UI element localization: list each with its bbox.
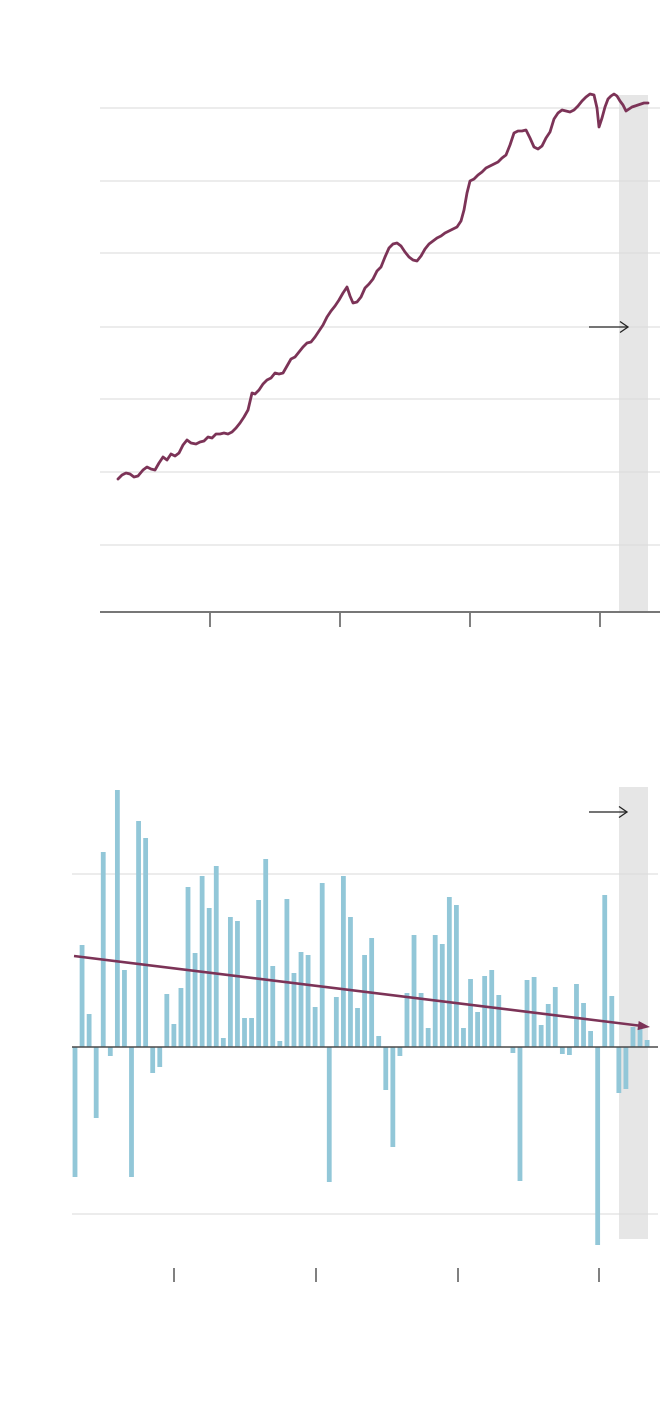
bar xyxy=(256,900,262,1047)
bar xyxy=(524,980,530,1047)
bar xyxy=(263,859,269,1047)
bar xyxy=(538,1025,544,1047)
bar xyxy=(425,1028,431,1047)
line-chart xyxy=(100,92,660,627)
bar xyxy=(150,1047,156,1073)
bar xyxy=(355,1008,360,1047)
bar xyxy=(305,955,311,1047)
bar xyxy=(79,945,85,1047)
bar xyxy=(242,1018,247,1047)
bar xyxy=(545,1004,551,1047)
bar xyxy=(559,1047,565,1054)
bar xyxy=(312,1007,318,1047)
bar xyxy=(220,1038,226,1047)
bar xyxy=(171,1024,177,1047)
bar xyxy=(143,838,149,1047)
bar xyxy=(93,1047,99,1118)
bar xyxy=(340,876,346,1047)
bar xyxy=(390,1047,396,1147)
bar xyxy=(376,1036,382,1047)
bar xyxy=(616,1047,622,1093)
bar xyxy=(510,1047,516,1053)
bar xyxy=(411,935,417,1047)
bar xyxy=(623,1047,629,1089)
bar xyxy=(454,905,459,1047)
bar xyxy=(446,897,452,1047)
data-line xyxy=(116,92,650,481)
bar xyxy=(249,1018,254,1047)
bar xyxy=(227,917,233,1047)
bar xyxy=(552,987,558,1047)
bar xyxy=(192,953,198,1047)
bar xyxy=(270,966,276,1047)
bar-chart xyxy=(72,787,658,1282)
bar xyxy=(319,883,325,1047)
bar xyxy=(136,821,141,1047)
bar xyxy=(114,790,120,1047)
bar xyxy=(333,997,339,1047)
bar xyxy=(86,1014,92,1047)
bar xyxy=(637,1027,643,1047)
bar xyxy=(461,1028,466,1047)
bar xyxy=(185,887,191,1047)
bar xyxy=(439,944,445,1047)
trend-line xyxy=(73,954,644,1028)
bar xyxy=(164,994,170,1047)
bar xyxy=(122,970,127,1047)
bar xyxy=(482,976,488,1047)
bar xyxy=(496,995,502,1047)
bar xyxy=(291,973,297,1047)
bar xyxy=(362,955,367,1047)
bar xyxy=(418,993,424,1047)
bar xyxy=(567,1047,572,1055)
bar xyxy=(72,1047,78,1177)
bar xyxy=(383,1047,389,1090)
bar xyxy=(581,1003,586,1047)
bar xyxy=(213,866,219,1047)
bar xyxy=(475,1012,480,1047)
bar xyxy=(100,852,106,1047)
bar xyxy=(468,979,473,1047)
arrow-right-icon xyxy=(619,320,630,334)
bar xyxy=(630,1027,636,1047)
bar xyxy=(595,1047,601,1245)
bar xyxy=(277,1041,283,1047)
bar xyxy=(517,1047,523,1181)
bar xyxy=(404,993,410,1047)
bar xyxy=(397,1047,403,1056)
bar xyxy=(157,1047,163,1067)
bar xyxy=(644,1040,650,1047)
highlight-band xyxy=(619,95,648,611)
bar xyxy=(129,1047,134,1177)
bar xyxy=(326,1047,332,1182)
bar xyxy=(432,935,438,1047)
bar xyxy=(206,908,212,1047)
arrow-right-icon xyxy=(618,805,629,819)
bar xyxy=(235,921,240,1047)
trend-arrowhead xyxy=(637,1021,650,1031)
bar xyxy=(588,1031,593,1047)
highlight-band xyxy=(619,787,648,1239)
bar xyxy=(348,917,353,1047)
bar xyxy=(284,899,290,1047)
bar xyxy=(298,952,304,1047)
bar xyxy=(107,1047,113,1056)
bar xyxy=(178,988,184,1047)
bar xyxy=(199,876,205,1047)
bar xyxy=(574,984,579,1047)
bar xyxy=(602,895,608,1047)
